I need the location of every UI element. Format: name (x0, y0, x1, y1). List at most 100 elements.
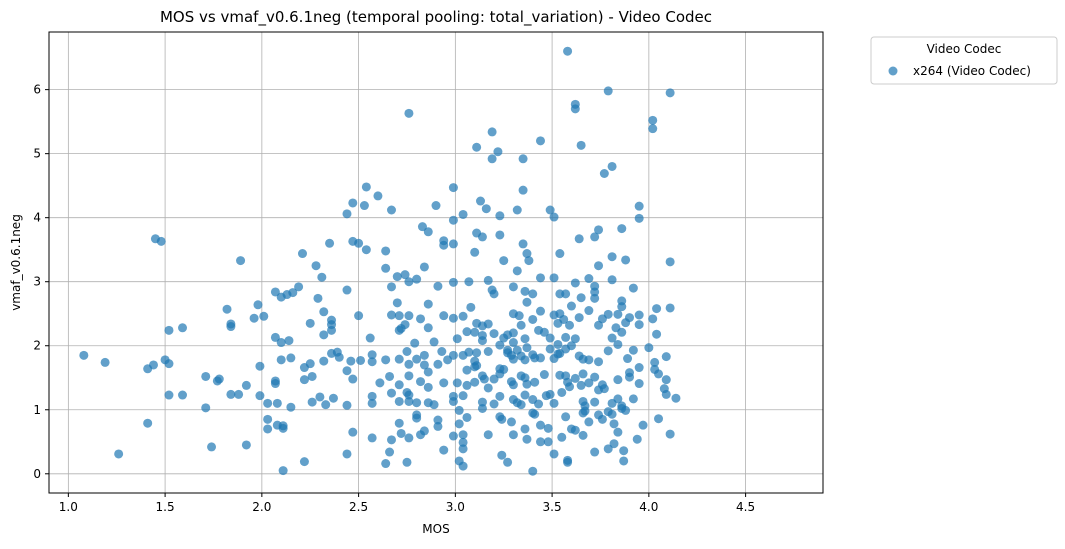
data-point (315, 392, 325, 402)
y-tick-label: 4 (33, 211, 41, 225)
data-point (580, 406, 590, 416)
data-point (534, 399, 544, 409)
data-point (423, 227, 433, 237)
data-point (164, 359, 174, 369)
data-point (570, 425, 580, 435)
data-point (483, 319, 493, 329)
data-point (584, 274, 594, 284)
data-point (617, 224, 627, 234)
data-point (619, 446, 629, 456)
data-point (429, 400, 439, 410)
data-point (472, 142, 482, 152)
data-point (222, 304, 232, 314)
data-point (381, 246, 391, 256)
data-point (348, 427, 358, 437)
y-axis-label: vmaf_v0.6.1neg (9, 214, 23, 311)
legend-marker (888, 66, 898, 76)
data-point (576, 293, 586, 303)
data-point (578, 369, 588, 379)
data-point (367, 391, 377, 401)
data-point (214, 374, 224, 384)
data-point (448, 313, 458, 323)
data-point (423, 382, 433, 392)
data-point (528, 314, 538, 324)
data-point (321, 400, 331, 410)
data-point (259, 311, 269, 321)
axis-ticks: 1.0 1.5 2.0 2.5 3.0 3.5 4.0 4.5 0 1 2 3 4 5 6 (33, 83, 755, 514)
data-point (518, 154, 528, 164)
data-point (342, 449, 352, 459)
data-point (535, 136, 545, 146)
data-point (114, 449, 124, 459)
x-tick-label: 1.0 (59, 500, 78, 514)
data-point (452, 334, 462, 344)
data-point (545, 389, 555, 399)
data-point (462, 412, 472, 422)
data-point (439, 236, 449, 246)
legend-box (870, 36, 1058, 85)
data-point (549, 212, 559, 222)
data-point (100, 357, 110, 367)
data-point (590, 447, 600, 457)
data-point (394, 396, 404, 406)
data-point (348, 198, 358, 208)
data-point (506, 417, 516, 427)
data-point (603, 309, 613, 319)
data-point (313, 293, 323, 303)
data-point (522, 249, 532, 259)
data-point (665, 429, 675, 439)
data-point (419, 426, 429, 436)
data-point (570, 104, 580, 114)
data-point (530, 377, 540, 387)
data-point (386, 282, 396, 292)
data-point (561, 412, 571, 422)
data-point (609, 419, 619, 429)
data-point (394, 380, 404, 390)
data-point (464, 347, 474, 357)
data-point (386, 310, 396, 320)
data-point (559, 314, 569, 324)
data-point (288, 288, 298, 298)
data-point (493, 147, 503, 157)
data-point (522, 434, 532, 444)
data-point (454, 405, 464, 415)
x-tick-label: 2.5 (349, 500, 368, 514)
data-point (561, 289, 571, 299)
data-point (487, 127, 497, 137)
data-point (178, 390, 188, 400)
data-point (590, 293, 600, 303)
data-point (270, 379, 280, 389)
data-point (402, 457, 412, 467)
data-point (652, 304, 662, 314)
data-point (458, 391, 468, 401)
data-point (392, 298, 402, 308)
data-point (613, 375, 623, 385)
data-point (590, 372, 600, 382)
data-point (638, 420, 648, 430)
data-point (396, 428, 406, 438)
data-point (354, 311, 364, 321)
data-point (539, 327, 549, 337)
data-point (178, 323, 188, 333)
data-point (404, 433, 414, 443)
data-point (433, 421, 443, 431)
data-point (319, 356, 329, 366)
data-point (590, 287, 600, 297)
data-points (79, 46, 681, 476)
data-point (381, 263, 391, 273)
data-point (342, 285, 352, 295)
data-point (489, 399, 499, 409)
data-point (307, 371, 317, 381)
data-point (634, 379, 644, 389)
data-point (578, 430, 588, 440)
data-point (201, 371, 211, 381)
data-point (518, 185, 528, 195)
data-point (489, 374, 499, 384)
data-point (164, 390, 174, 400)
data-point (508, 282, 518, 292)
data-point (458, 209, 468, 219)
data-point (516, 400, 526, 410)
data-point (563, 457, 573, 467)
